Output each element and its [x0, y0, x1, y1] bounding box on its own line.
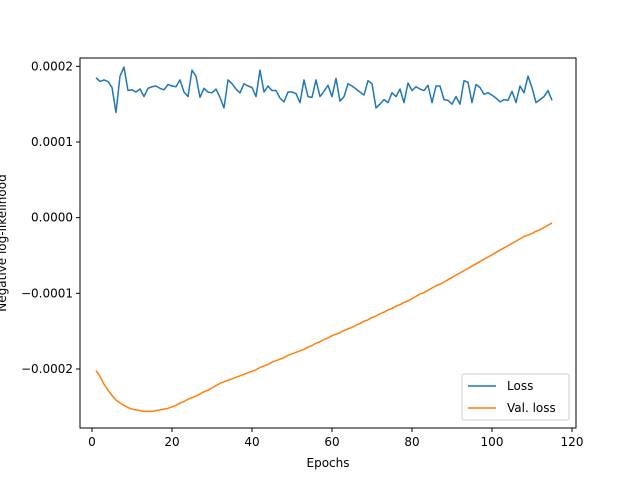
- axes-frame: [79, 57, 577, 429]
- x-tick-label: 60: [324, 435, 339, 449]
- x-axis: 0 20 40 60 80 100 120: [88, 428, 583, 449]
- legend: Loss Val. loss: [461, 373, 570, 421]
- x-axis-label: Epochs: [307, 456, 350, 470]
- y-axis: −0.0002 −0.0001 0.0000 0.0001 0.0002: [21, 59, 80, 376]
- x-tick-label: 120: [561, 435, 584, 449]
- series-line-2: [95, 222, 553, 413]
- x-tick-label: 80: [404, 435, 419, 449]
- x-tick-label: 20: [164, 435, 179, 449]
- series-line-1: [95, 66, 553, 114]
- y-tick-label: 0.0001: [31, 135, 73, 149]
- y-axis-label: Negative log-likelihood: [0, 174, 9, 311]
- y-tick-label: −0.0002: [21, 362, 73, 376]
- plot-area: [95, 66, 553, 413]
- y-tick-label: 0.0002: [31, 59, 73, 73]
- x-tick-label: 40: [244, 435, 259, 449]
- legend-label-2: Val. loss: [507, 401, 556, 415]
- x-tick-label: 100: [481, 435, 504, 449]
- x-tick-label: 0: [88, 435, 96, 449]
- y-tick-label: −0.0001: [21, 286, 73, 300]
- y-tick-label: 0.0000: [31, 211, 73, 225]
- legend-label-1: Loss: [507, 379, 533, 393]
